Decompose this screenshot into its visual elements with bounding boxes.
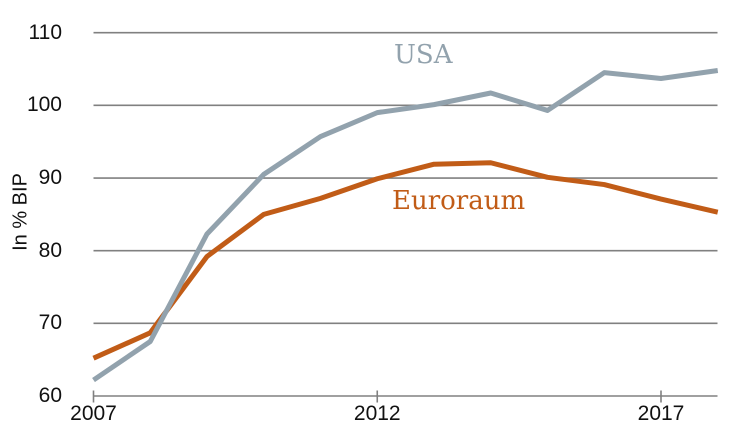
series-label-usa: USA (394, 40, 453, 70)
y-axis-title: In % BIP (9, 173, 32, 251)
y-tick-label: 60 (38, 384, 62, 407)
x-tick-label: 2017 (637, 402, 685, 425)
y-tick-label: 90 (38, 166, 62, 190)
series-label-euroraum: Euroraum (392, 186, 526, 216)
series-line-euroraum (92, 160, 719, 361)
x-tick-label: 2012 (353, 402, 401, 425)
series-line-usa (92, 68, 719, 383)
y-tick-label: 100 (26, 93, 62, 117)
x-tick-label: 2007 (70, 402, 117, 425)
y-tick-label: 70 (38, 311, 62, 335)
y-tick-label: 80 (38, 238, 62, 262)
y-tick-label: 110 (28, 20, 62, 44)
